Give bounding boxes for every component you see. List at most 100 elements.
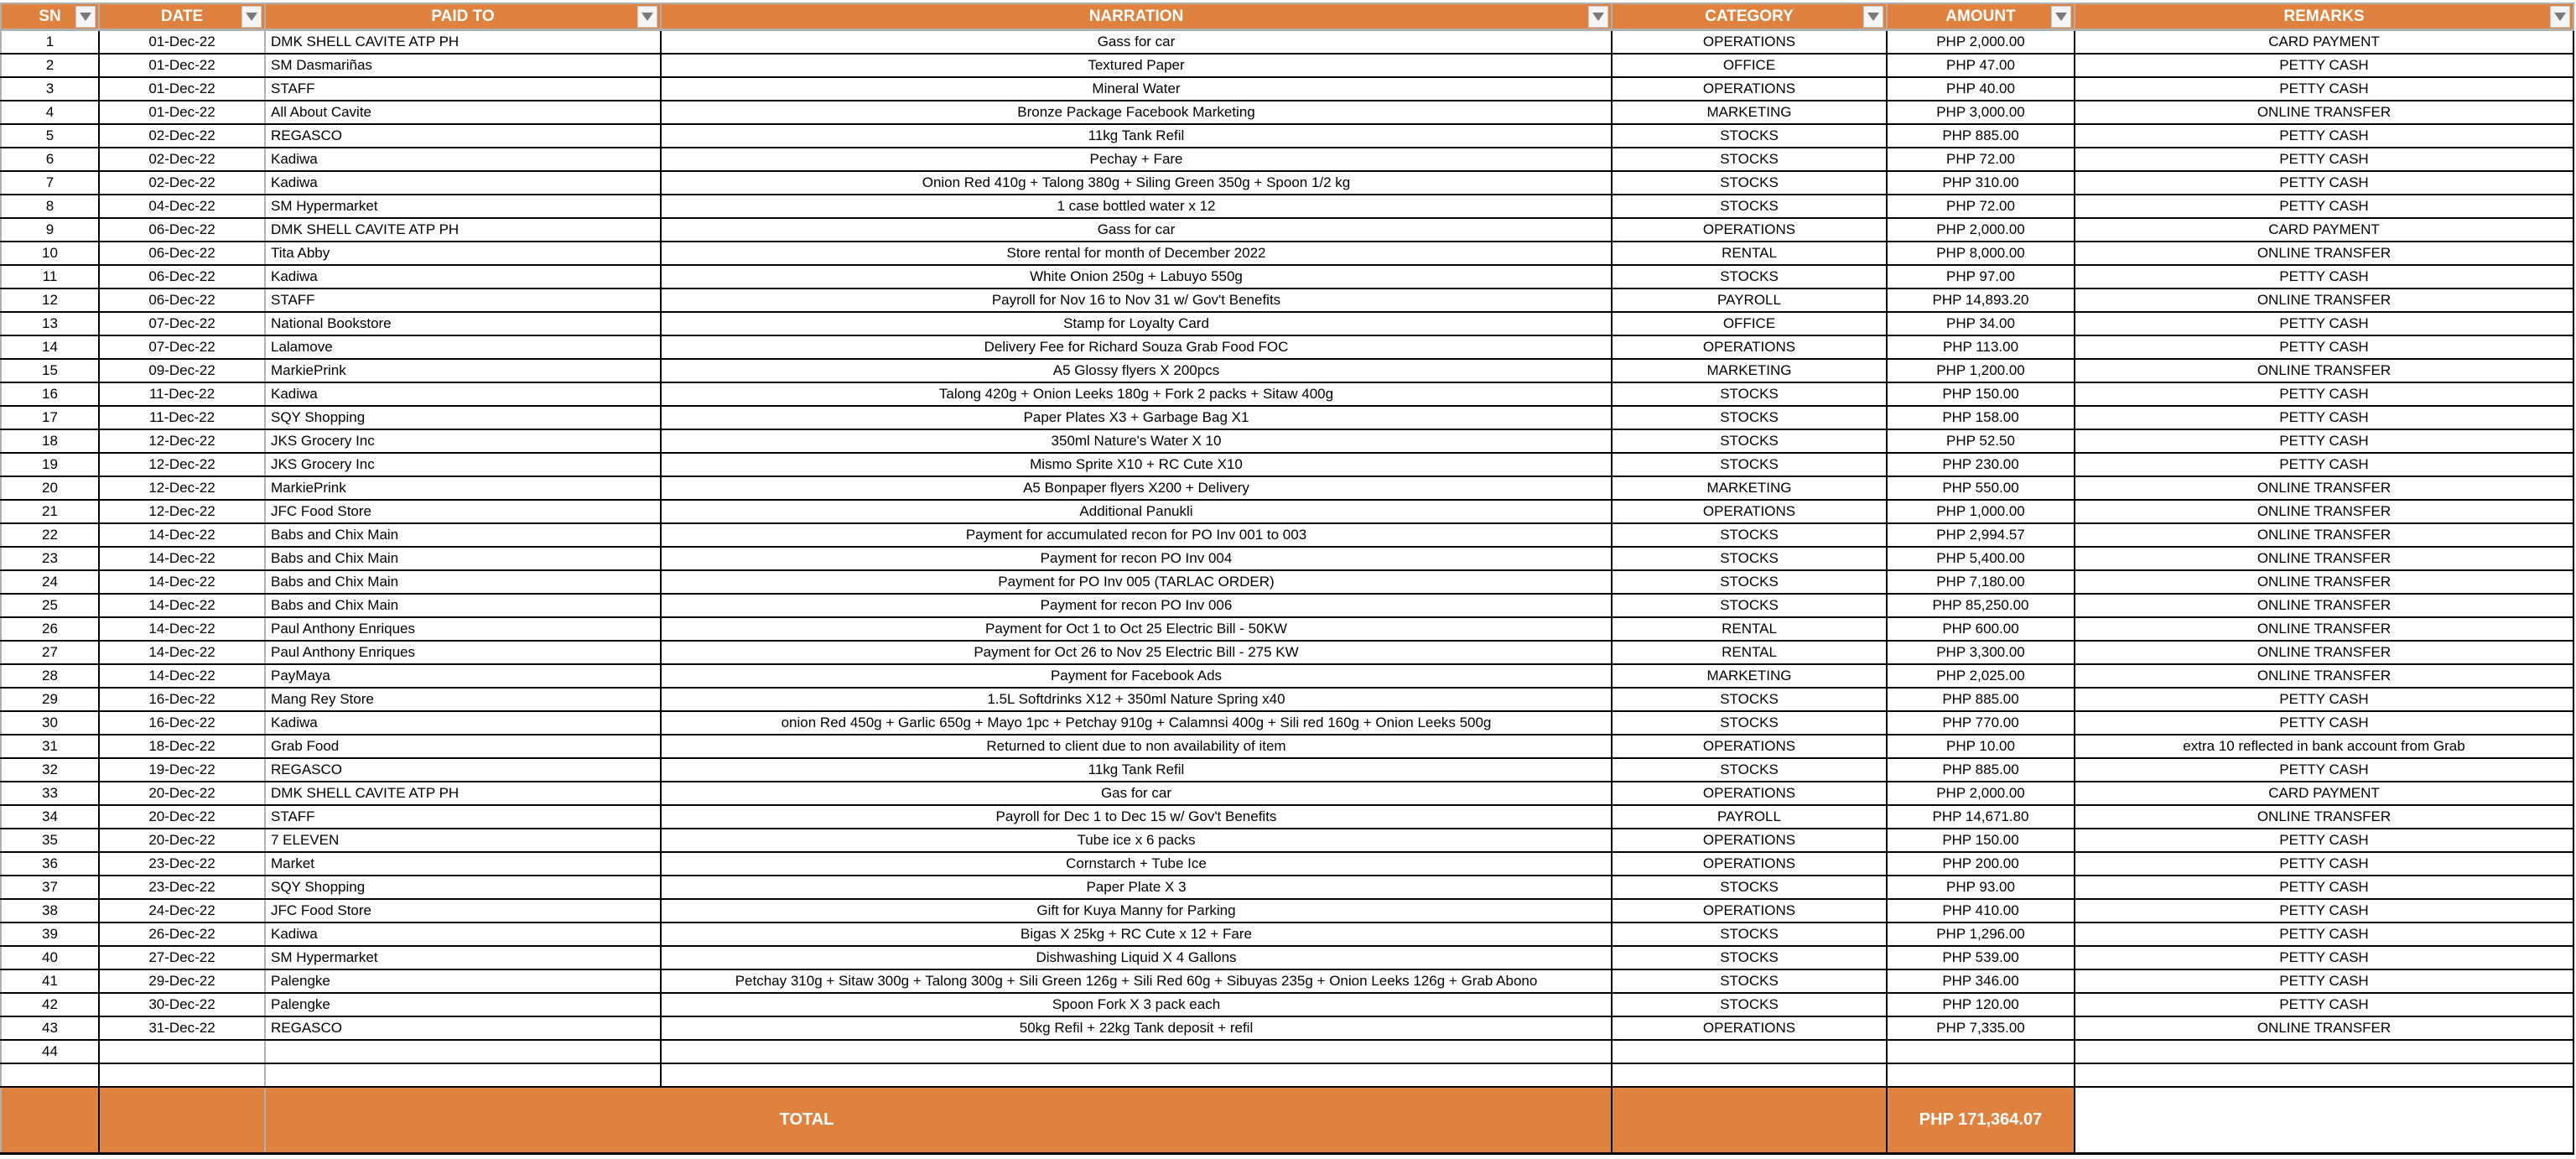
cell-category[interactable]: STOCKS [1613, 548, 1888, 569]
cell-date[interactable]: 01-Dec-22 [100, 31, 266, 53]
cell-sn[interactable]: 34 [0, 806, 100, 828]
cell-amount[interactable]: PHP 2,000.00 [1888, 219, 2075, 241]
cell-category[interactable]: STOCKS [1613, 712, 1888, 734]
cell-remarks[interactable]: PETTY CASH [2075, 923, 2574, 945]
cell-amount[interactable]: PHP 346.00 [1888, 970, 2075, 992]
cell-date[interactable]: 06-Dec-22 [100, 219, 266, 241]
cell-narration[interactable]: Gass for car [662, 31, 1613, 53]
cell-amount[interactable]: PHP 600.00 [1888, 618, 2075, 640]
cell-date[interactable]: 14-Dec-22 [100, 524, 266, 546]
cell-narration[interactable]: Bigas X 25kg + RC Cute x 12 + Fare [662, 923, 1613, 945]
cell-category[interactable]: OPERATIONS [1613, 900, 1888, 922]
cell-remarks[interactable]: ONLINE TRANSFER [2075, 289, 2574, 311]
cell-category[interactable]: STOCKS [1613, 689, 1888, 710]
cell-date[interactable]: 26-Dec-22 [100, 923, 266, 945]
cell-remarks[interactable]: ONLINE TRANSFER [2075, 618, 2574, 640]
cell-category[interactable]: OPERATIONS [1613, 219, 1888, 241]
cell-amount[interactable]: PHP 539.00 [1888, 947, 2075, 969]
cell-amount[interactable]: PHP 3,000.00 [1888, 101, 2075, 123]
cell-paid-to[interactable]: JFC Food Store [266, 501, 662, 522]
cell-paid-to[interactable]: REGASCO [266, 759, 662, 781]
cell-amount[interactable]: PHP 770.00 [1888, 712, 2075, 734]
total-cell-narration[interactable] [662, 1088, 1613, 1152]
cell-amount[interactable]: PHP 150.00 [1888, 383, 2075, 405]
cell-remarks[interactable]: ONLINE TRANSFER [2075, 571, 2574, 593]
cell-paid-to[interactable] [266, 1064, 662, 1086]
cell-paid-to[interactable]: JFC Food Store [266, 900, 662, 922]
cell-date[interactable]: 20-Dec-22 [100, 829, 266, 851]
cell-narration[interactable]: Payment for PO Inv 005 (TARLAC ORDER) [662, 571, 1613, 593]
cell-paid-to[interactable]: STAFF [266, 289, 662, 311]
cell-paid-to[interactable]: Market [266, 853, 662, 875]
cell-paid-to[interactable]: Tita Abby [266, 242, 662, 264]
cell-category[interactable]: STOCKS [1613, 994, 1888, 1016]
cell-narration[interactable]: 11kg Tank Refil [662, 759, 1613, 781]
cell-narration[interactable]: Delivery Fee for Richard Souza Grab Food… [662, 336, 1613, 358]
cell-remarks[interactable]: ONLINE TRANSFER [2075, 524, 2574, 546]
cell-sn[interactable]: 42 [0, 994, 100, 1016]
cell-narration[interactable] [662, 1064, 1613, 1086]
cell-paid-to[interactable]: All About Cavite [266, 101, 662, 123]
total-cell-remarks[interactable] [2075, 1088, 2574, 1152]
cell-date[interactable]: 20-Dec-22 [100, 806, 266, 828]
cell-sn[interactable]: 8 [0, 195, 100, 217]
cell-paid-to[interactable]: Kadiwa [266, 148, 662, 170]
cell-sn[interactable]: 10 [0, 242, 100, 264]
cell-narration[interactable]: onion Red 450g + Garlic 650g + Mayo 1pc … [662, 712, 1613, 734]
cell-amount[interactable]: PHP 1,200.00 [1888, 360, 2075, 382]
cell-category[interactable]: STOCKS [1613, 125, 1888, 147]
cell-narration[interactable]: Payment for accumulated recon for PO Inv… [662, 524, 1613, 546]
cell-sn[interactable]: 26 [0, 618, 100, 640]
cell-sn[interactable]: 37 [0, 876, 100, 898]
cell-date[interactable]: 11-Dec-22 [100, 383, 266, 405]
cell-category[interactable]: OPERATIONS [1613, 336, 1888, 358]
cell-paid-to[interactable]: Kadiwa [266, 383, 662, 405]
cell-narration[interactable]: Spoon Fork X 3 pack each [662, 994, 1613, 1016]
cell-date[interactable]: 29-Dec-22 [100, 970, 266, 992]
cell-amount[interactable]: PHP 47.00 [1888, 55, 2075, 76]
cell-narration[interactable]: Gass for car [662, 219, 1613, 241]
cell-sn[interactable]: 43 [0, 1017, 100, 1039]
cell-date[interactable]: 30-Dec-22 [100, 994, 266, 1016]
cell-paid-to[interactable]: Paul Anthony Enriques [266, 642, 662, 663]
cell-narration[interactable]: Payment for Oct 26 to Nov 25 Electric Bi… [662, 642, 1613, 663]
cell-date[interactable]: 01-Dec-22 [100, 78, 266, 100]
cell-category[interactable]: OPERATIONS [1613, 31, 1888, 53]
cell-remarks[interactable]: PETTY CASH [2075, 125, 2574, 147]
cell-sn[interactable]: 36 [0, 853, 100, 875]
cell-date[interactable]: 23-Dec-22 [100, 876, 266, 898]
cell-category[interactable]: STOCKS [1613, 876, 1888, 898]
cell-remarks[interactable]: PETTY CASH [2075, 900, 2574, 922]
cell-sn[interactable]: 29 [0, 689, 100, 710]
total-cell-date[interactable] [100, 1088, 266, 1152]
cell-paid-to[interactable]: Babs and Chix Main [266, 524, 662, 546]
cell-paid-to[interactable]: SQY Shopping [266, 407, 662, 429]
cell-category[interactable]: OPERATIONS [1613, 501, 1888, 522]
cell-date[interactable]: 18-Dec-22 [100, 735, 266, 757]
cell-remarks[interactable]: extra 10 reflected in bank account from … [2075, 735, 2574, 757]
cell-paid-to[interactable]: Palengke [266, 970, 662, 992]
cell-narration[interactable]: 50kg Refil + 22kg Tank deposit + refil [662, 1017, 1613, 1039]
cell-category[interactable]: MARKETING [1613, 477, 1888, 499]
cell-narration[interactable]: Returned to client due to non availabili… [662, 735, 1613, 757]
cell-date[interactable]: 20-Dec-22 [100, 782, 266, 804]
cell-category[interactable]: STOCKS [1613, 524, 1888, 546]
cell-remarks[interactable]: PETTY CASH [2075, 712, 2574, 734]
cell-remarks[interactable]: PETTY CASH [2075, 947, 2574, 969]
cell-date[interactable]: 11-Dec-22 [100, 407, 266, 429]
cell-paid-to[interactable]: STAFF [266, 806, 662, 828]
cell-remarks[interactable]: PETTY CASH [2075, 430, 2574, 452]
cell-remarks[interactable]: PETTY CASH [2075, 759, 2574, 781]
cell-date[interactable]: 19-Dec-22 [100, 759, 266, 781]
cell-amount[interactable]: PHP 410.00 [1888, 900, 2075, 922]
cell-sn[interactable]: 5 [0, 125, 100, 147]
cell-paid-to[interactable]: 7 ELEVEN [266, 829, 662, 851]
cell-sn[interactable]: 27 [0, 642, 100, 663]
cell-paid-to[interactable]: Babs and Chix Main [266, 548, 662, 569]
cell-remarks[interactable]: ONLINE TRANSFER [2075, 1017, 2574, 1039]
cell-sn[interactable]: 38 [0, 900, 100, 922]
cell-paid-to[interactable]: Mang Rey Store [266, 689, 662, 710]
cell-category[interactable]: STOCKS [1613, 595, 1888, 616]
cell-narration[interactable]: 1 case bottled water x 12 [662, 195, 1613, 217]
cell-sn[interactable]: 18 [0, 430, 100, 452]
